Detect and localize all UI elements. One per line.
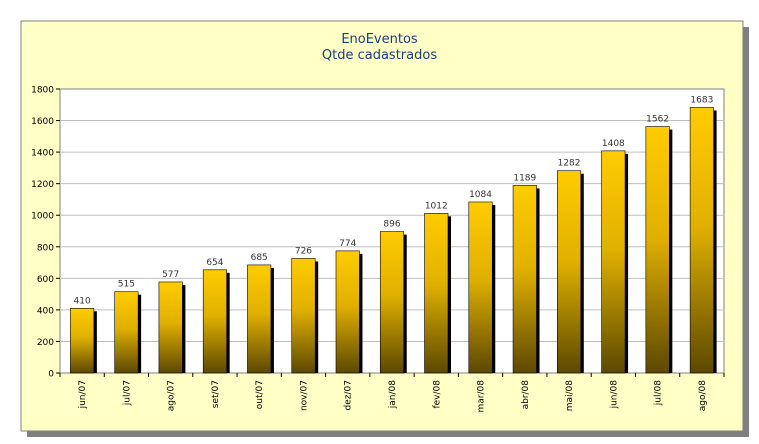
bar: [158, 281, 183, 374]
x-tick-label: out/07: [255, 380, 265, 409]
data-label: 1189: [513, 173, 536, 183]
bar: [70, 308, 95, 374]
x-tick-label: dez/07: [344, 380, 354, 410]
x-tick-label: jun/08: [609, 380, 619, 410]
x-tick-label: nov/07: [299, 380, 309, 411]
bar: [202, 269, 227, 374]
data-label: 726: [295, 246, 312, 256]
data-label: 654: [206, 258, 223, 268]
x-tick-label: jun/07: [78, 380, 88, 409]
y-tick-label: 1600: [31, 117, 54, 127]
bar: [379, 231, 405, 374]
data-label: 1012: [425, 201, 448, 211]
bar: [557, 170, 582, 374]
data-label: 774: [339, 239, 356, 249]
y-tick-label: 200: [37, 338, 54, 348]
y-axis: 0 200 400 600 800 1000 1200 1400 1600 1800: [31, 86, 60, 380]
bar: [247, 264, 272, 374]
bar: [601, 150, 626, 374]
y-tick-label: 1200: [31, 180, 54, 190]
y-tick-label: 1000: [31, 212, 54, 222]
data-labels: 410 515 577 654 685 726 774 896 1012 1084 1189 1282…: [74, 95, 714, 306]
y-tick-label: 1400: [31, 149, 54, 159]
x-tick-label: jul/08: [654, 380, 664, 406]
x-tick-label: ago/08: [698, 380, 708, 411]
y-tick-label: 400: [37, 306, 54, 316]
data-label: 685: [251, 253, 268, 263]
x-tick-label: jul/07: [122, 380, 132, 406]
y-tick-label: 800: [37, 243, 54, 253]
y-tick-label: 600: [37, 275, 54, 285]
data-label: 410: [74, 296, 91, 306]
bars: [70, 107, 717, 374]
y-tick-label: 0: [48, 370, 54, 380]
x-tick-label: mar/08: [477, 380, 487, 413]
chart-subtitle: Qtde cadastrados: [321, 48, 438, 63]
data-label: 577: [162, 270, 179, 280]
data-label: 1562: [646, 115, 669, 125]
data-label: 1282: [558, 159, 581, 169]
bar: [468, 201, 493, 374]
bar: [335, 250, 360, 374]
data-label: 515: [118, 280, 135, 290]
x-tick-label: set/07: [211, 380, 221, 408]
x-tick-label: fev/08: [432, 380, 442, 409]
data-label: 1408: [602, 139, 625, 149]
data-label: 1683: [690, 95, 713, 105]
y-tick-label: 1800: [31, 86, 54, 96]
bar: [424, 213, 449, 374]
x-axis: jun/07 jul/07 ago/07 set/07 out/07 nov/07 dez/…: [59, 373, 725, 413]
bar: [114, 291, 139, 374]
bar: [291, 258, 316, 374]
bar: [512, 185, 537, 374]
bar: [645, 126, 670, 374]
x-tick-label: jan/08: [388, 380, 398, 409]
data-label: 896: [383, 220, 400, 230]
data-label: 1084: [469, 190, 492, 200]
x-tick-label: ago/07: [167, 380, 177, 411]
chart-title: EnoEventos: [341, 32, 418, 47]
x-tick-label: abr/08: [521, 380, 531, 410]
x-tick-label: mai/08: [565, 380, 575, 412]
bar: [689, 107, 714, 374]
